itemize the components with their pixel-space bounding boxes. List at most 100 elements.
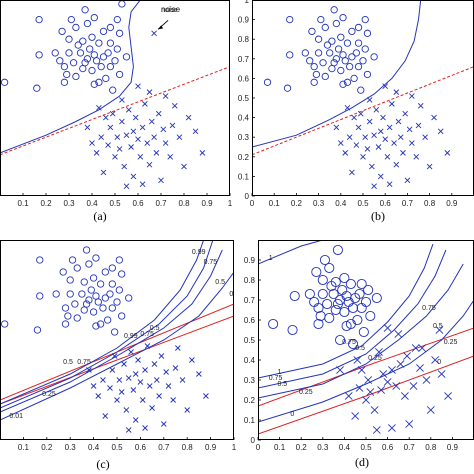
circle-point <box>78 290 86 298</box>
cross-point <box>402 110 408 117</box>
cross-point <box>169 122 176 129</box>
cross-point <box>371 132 377 139</box>
circle-point <box>58 27 66 36</box>
cross-point <box>142 367 148 373</box>
cross-point <box>139 124 146 131</box>
cross-point <box>130 128 137 135</box>
circle-point <box>36 256 44 264</box>
cross-point <box>364 146 371 152</box>
cross-point <box>394 330 403 338</box>
cross-point <box>426 406 435 414</box>
circle-point <box>354 39 363 47</box>
cross-point <box>144 140 151 146</box>
circle-point <box>363 284 374 296</box>
panel-caption: (a) <box>93 209 106 223</box>
circle-point <box>36 292 44 300</box>
cross-point <box>437 128 444 135</box>
cross-point <box>121 361 127 367</box>
circle-point <box>354 288 365 300</box>
x-tick-label: 0.9 <box>447 443 459 452</box>
x-tick-label: 0.4 <box>339 443 351 452</box>
cross-point <box>409 93 415 99</box>
cross-point <box>100 377 106 383</box>
circle-point <box>72 23 80 32</box>
circle-point <box>371 292 382 304</box>
cross-point <box>151 30 157 37</box>
circle-point <box>106 290 114 298</box>
circle-point <box>332 55 341 63</box>
x-tick-label: 0.2 <box>291 199 303 208</box>
circle-point <box>92 57 101 65</box>
circle-point <box>66 276 74 284</box>
cross-point <box>386 181 393 188</box>
circle-point <box>101 294 109 302</box>
y-tick-label: 0 <box>245 192 250 201</box>
cross-point <box>105 142 111 148</box>
cross-point <box>353 356 362 364</box>
cross-point <box>89 140 95 146</box>
circle-point <box>312 70 321 79</box>
cross-point <box>118 389 125 395</box>
linear-boundary <box>0 66 230 156</box>
contour-label: 0.5 <box>433 323 443 330</box>
cross-point <box>107 124 114 131</box>
cross-point <box>393 89 400 95</box>
x-tick-label: 0.6 <box>380 199 392 208</box>
circle-point <box>106 62 115 71</box>
circle-point <box>268 318 279 330</box>
cross-point <box>132 417 139 423</box>
cross-point <box>444 392 452 400</box>
cross-point <box>148 118 155 125</box>
x-tick-label: 0.2 <box>40 199 52 208</box>
cross-point <box>422 134 428 141</box>
contour-label: 0.99 <box>124 333 138 340</box>
contour-label: 0.5 <box>150 325 160 332</box>
cross-point <box>158 177 164 184</box>
cross-point <box>416 364 424 372</box>
circle-point <box>94 298 102 306</box>
cross-point <box>431 114 437 121</box>
circle-point <box>118 312 126 320</box>
cross-point <box>342 150 349 156</box>
circle-point <box>95 39 103 47</box>
x-tick-label: 0.1 <box>274 443 286 452</box>
cross-point <box>96 104 102 111</box>
circle-point <box>115 286 123 294</box>
cross-point <box>375 144 382 150</box>
x-tick-label: 0 <box>256 443 261 452</box>
y-tick-label: 1 <box>245 0 250 5</box>
cross-point <box>153 150 160 156</box>
cross-point <box>357 110 364 117</box>
cross-point <box>163 369 169 375</box>
cross-point <box>149 405 155 411</box>
contour-label: noise <box>161 7 178 14</box>
circle-point <box>61 304 70 312</box>
cross-point <box>349 169 355 176</box>
cross-point <box>336 366 344 374</box>
circle-point <box>92 254 100 262</box>
x-tick-label: 1 <box>228 199 233 208</box>
cross-point <box>98 134 105 141</box>
y-tick-label: 0.8 <box>238 35 250 44</box>
x-tick-label: 0.8 <box>178 199 190 208</box>
circle-point <box>64 312 72 320</box>
cross-point <box>397 134 404 141</box>
x-tick-label: 0.7 <box>402 199 414 208</box>
circle-point <box>106 23 115 32</box>
linear-boundary <box>252 66 474 156</box>
circle-point <box>283 84 292 92</box>
plot-area: 0.990.750.50.010.99 0.750.50.5 0.750.250.0… <box>0 240 234 433</box>
x-tick-label: 0.7 <box>404 443 416 452</box>
cross-point <box>160 126 167 133</box>
circle-point <box>361 45 369 53</box>
noise-arrowhead <box>158 25 164 30</box>
circle-point <box>89 308 98 316</box>
circle-point <box>321 23 329 32</box>
circle-point <box>35 15 43 24</box>
circle-point <box>346 62 354 71</box>
circle-point <box>343 296 354 308</box>
circle-point <box>96 320 105 328</box>
cross-point <box>396 360 405 368</box>
x-tick-label: 0.4 <box>86 199 98 208</box>
circle-point <box>96 280 105 288</box>
